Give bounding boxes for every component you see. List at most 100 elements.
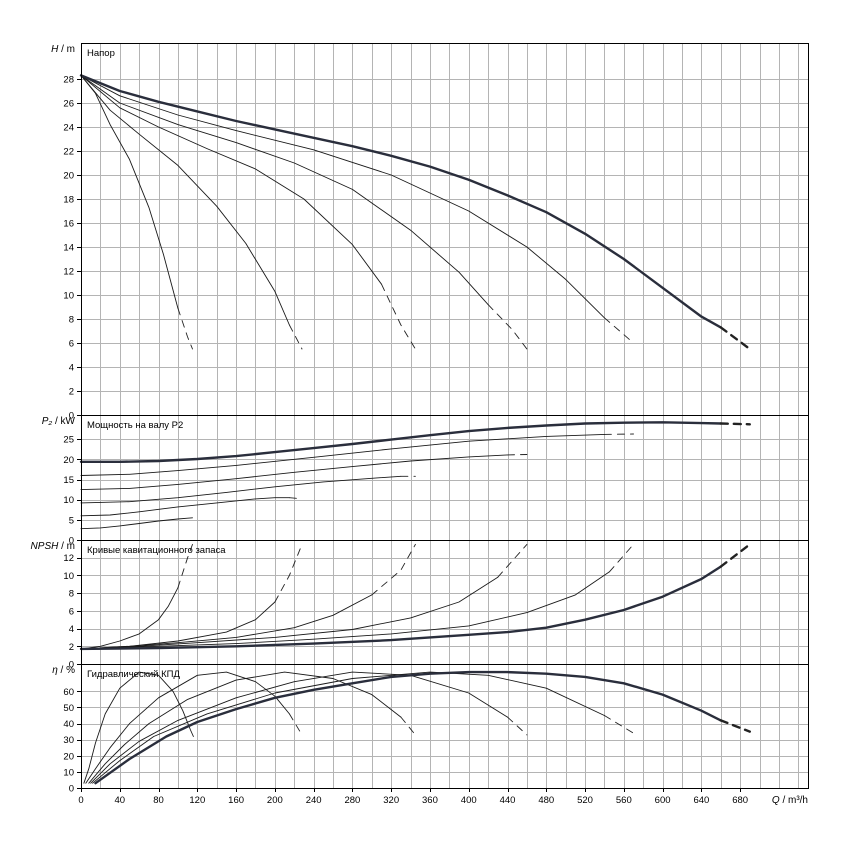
eff-y-tick-label: 50 [63, 703, 74, 714]
power-y-axis-unit: / kW [55, 416, 76, 427]
power-y-tick-label: 15 [63, 475, 74, 486]
head-y-tick-label: 18 [63, 195, 74, 206]
head-curve-4 [80, 74, 489, 306]
head-curve-6 [79, 74, 722, 329]
eff-curve-4-dashed [507, 716, 528, 736]
x-tick-label: 600 [655, 795, 671, 806]
x-tick-label: 240 [306, 795, 322, 806]
head-curve-5-dashed [603, 317, 634, 344]
power-curve-2-dashed [288, 497, 303, 500]
head-panel-frame [81, 43, 809, 416]
npsh-y-axis-label: NPSH / m [31, 541, 75, 552]
eff-curve-6 [94, 670, 722, 785]
npsh-y-tick-label: 2 [69, 642, 74, 653]
head-y-tick-label: 20 [63, 171, 74, 182]
x-tick-label: 480 [538, 795, 554, 806]
eff-curve-5-dashed [603, 715, 634, 734]
power-curve-6-dashed [719, 422, 751, 426]
npsh-curve-3-dashed [371, 543, 416, 596]
head-y-tick-label: 24 [63, 123, 74, 134]
npsh-curve-1-dashed [177, 543, 193, 589]
head-y-tick-label: 22 [63, 147, 74, 158]
head-y-tick-label: 26 [63, 99, 74, 110]
x-tick-label: 200 [267, 795, 283, 806]
power-curve-5 [80, 433, 605, 476]
eff-curve-2-dashed [288, 713, 303, 736]
eff-panel-frame [81, 664, 809, 789]
head-y-tick-label: 0 [69, 411, 74, 422]
npsh-y-tick-label: 6 [69, 606, 74, 617]
npsh-y-tick-label: 0 [69, 660, 74, 671]
power-curve-6 [79, 421, 722, 463]
head-curve-2 [80, 74, 290, 326]
head-curve-2-dashed [288, 324, 303, 350]
power-curve-1 [80, 517, 193, 530]
x-tick-label: 320 [383, 795, 399, 806]
head-y-tick-label: 14 [63, 243, 74, 254]
npsh-panel-frame [81, 540, 809, 665]
head-y-tick-label: 12 [63, 267, 74, 278]
x-axis-symbol: Q [772, 795, 783, 806]
eff-curve-3-dashed [400, 716, 416, 736]
x-axis-label: Q / m³/h [772, 795, 808, 806]
x-tick-label: 40 [114, 795, 125, 806]
power-y-tick-label: 25 [63, 435, 74, 446]
npsh-curve-2-dashed [274, 543, 303, 603]
head-y-tick-label: 4 [69, 363, 74, 374]
npsh-curve-4 [80, 576, 499, 650]
x-tick-label: 0 [78, 795, 83, 806]
head-y-axis-symbol: H [51, 44, 61, 55]
power-curve-4 [80, 454, 508, 491]
npsh-curve-6 [79, 565, 722, 651]
npsh-curve-6-dashed [719, 543, 751, 568]
x-tick-label: 400 [461, 795, 477, 806]
head-curve-4-dashed [487, 304, 528, 350]
x-tick-label: 360 [422, 795, 438, 806]
x-tick-label: 520 [577, 795, 593, 806]
npsh-y-tick-label: 10 [63, 571, 74, 582]
power-y-axis-symbol: P₂ [42, 416, 55, 427]
eff-curve-4 [90, 671, 508, 784]
head-y-tick-label: 28 [63, 75, 74, 86]
head-y-tick-label: 8 [69, 315, 74, 326]
power-y-tick-label: 0 [69, 536, 74, 547]
x-tick-label: 680 [732, 795, 748, 806]
eff-curve-2 [85, 671, 290, 784]
x-tick-label: 120 [189, 795, 205, 806]
eff-y-tick-label: 40 [63, 719, 74, 730]
head-y-tick-label: 10 [63, 291, 74, 302]
power-y-tick-label: 10 [63, 495, 74, 506]
power-panel-title: Мощность на валу P2 [87, 420, 183, 431]
npsh-curve-5-dashed [608, 543, 634, 573]
eff-y-tick-label: 20 [63, 751, 74, 762]
npsh-y-tick-label: 4 [69, 624, 74, 635]
eff-y-tick-label: 10 [63, 767, 74, 778]
eff-curve-3 [88, 671, 402, 784]
eff-y-tick-label: 60 [63, 687, 74, 698]
x-tick-label: 560 [616, 795, 632, 806]
head-y-tick-label: 16 [63, 219, 74, 230]
x-tick-label: 160 [228, 795, 244, 806]
npsh-y-axis-symbol: NPSH [31, 541, 62, 552]
npsh-y-tick-label: 8 [69, 589, 74, 600]
curves-layer [79, 74, 751, 785]
head-curve-1-dashed [177, 307, 193, 350]
head-panel-title: Напор [87, 48, 115, 59]
head-curve-5 [80, 74, 605, 319]
eff-curve-6-dashed [719, 719, 751, 733]
head-y-axis-unit: / m [61, 44, 75, 55]
head-y-tick-label: 6 [69, 339, 74, 350]
npsh-curve-4-dashed [497, 543, 528, 578]
x-axis-unit: / m³/h [782, 795, 808, 806]
head-y-tick-label: 2 [69, 387, 74, 398]
power-curve-2 [80, 497, 290, 517]
eff-curve-5 [92, 671, 605, 784]
head-curve-3-dashed [381, 283, 416, 350]
npsh-y-axis-unit: / m [61, 541, 75, 552]
head-curve-6-dashed [719, 326, 751, 351]
head-curve-3 [80, 74, 382, 285]
power-curve-3 [80, 475, 402, 504]
head-y-axis-label: H / m [51, 44, 75, 55]
eff-panel-title: Гидравлический КПД [87, 669, 180, 680]
